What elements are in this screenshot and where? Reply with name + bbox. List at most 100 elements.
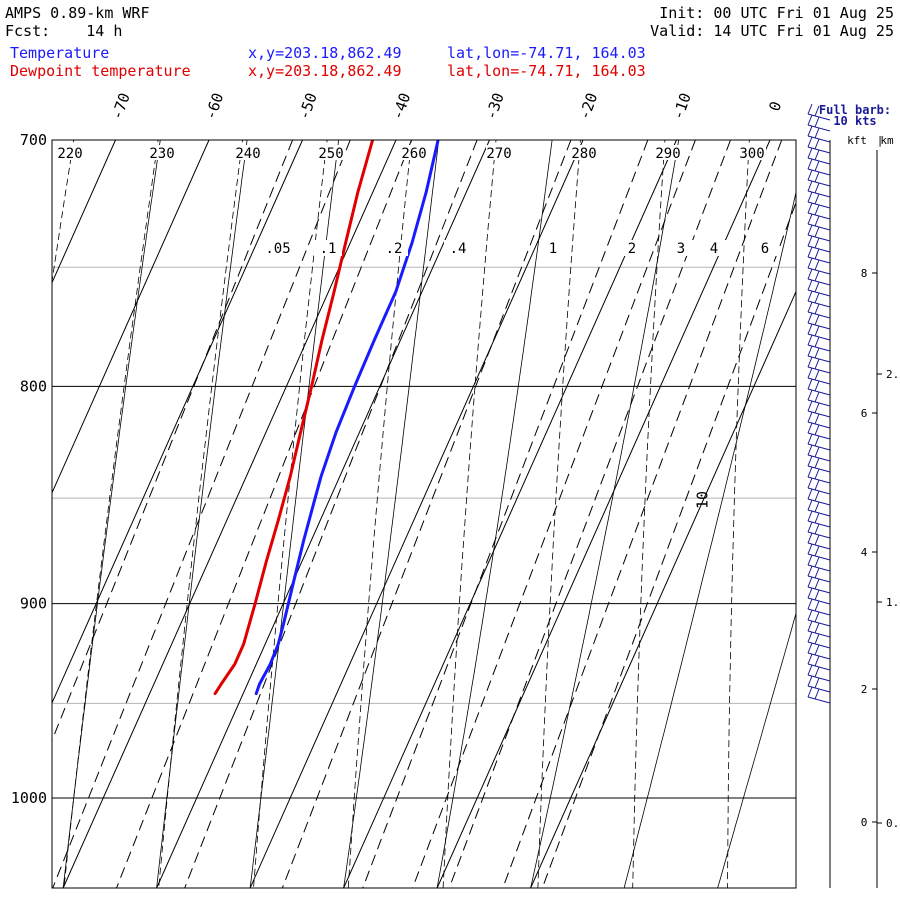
wind-barb-feather bbox=[807, 191, 813, 203]
dry-adiabat-label-bg bbox=[739, 145, 766, 160]
temperature-grid-point: x,y=203.18,862.49 bbox=[248, 44, 402, 62]
dry-adiabat-label-bg bbox=[401, 145, 428, 160]
wind-barb-feather bbox=[807, 675, 813, 687]
wind-barb-feather bbox=[807, 620, 813, 632]
dry-adiabat-label: 270 bbox=[486, 146, 511, 162]
dry-adiabat-label-bg bbox=[235, 145, 262, 160]
wind-barb-feather bbox=[814, 589, 820, 601]
wind-barb-feather bbox=[807, 554, 813, 566]
wind-barb-feather bbox=[814, 600, 820, 612]
wind-barb-feather bbox=[807, 422, 813, 434]
wind-barb-feather bbox=[807, 367, 813, 379]
wind-barb-feather bbox=[807, 642, 813, 654]
dry-adiabat-line bbox=[727, 140, 750, 888]
moist-adiabat-line bbox=[62, 140, 161, 888]
dewpoint-grid-point: x,y=203.18,862.49 bbox=[248, 62, 402, 80]
isotherm-line bbox=[62, 140, 397, 888]
wind-barb-feather bbox=[814, 215, 820, 227]
mixing-ratio-label: 3 bbox=[677, 241, 685, 257]
wind-barb-feather bbox=[814, 457, 820, 469]
moist-adiabat-line bbox=[156, 140, 248, 888]
wind-barb-feather bbox=[807, 257, 813, 269]
wind-profile: Full barb:10 kts kft km| 8 6 4 2 0 2. 1. 0. bbox=[807, 103, 899, 888]
model-title: AMPS 0.89-km WRF bbox=[5, 4, 150, 22]
wind-barb-feather bbox=[814, 688, 820, 700]
mixing-ratio-label-bg bbox=[751, 240, 779, 256]
wind-barb-feather bbox=[807, 290, 813, 302]
wind-barb-feather bbox=[814, 193, 820, 205]
wind-barb-feather bbox=[807, 664, 813, 676]
wind-barb-feather bbox=[807, 323, 813, 335]
wind-barb-feather bbox=[807, 433, 813, 445]
moist-adiabat-line bbox=[811, 114, 900, 889]
mixing-ratio-label-bg bbox=[618, 240, 646, 256]
mixing-ratio-label-bg bbox=[539, 240, 567, 256]
axis-labels: 700 800 900 1000 -70 -60 -50 -40 -30 -20 -10 0 10 220… bbox=[11, 90, 785, 807]
wind-barb-feather bbox=[807, 279, 813, 291]
wind-barb-feather bbox=[814, 402, 820, 414]
wind-barb-feather bbox=[814, 138, 820, 150]
mixing-ratio-label-bg bbox=[667, 240, 695, 256]
wind-barb-feather bbox=[807, 411, 813, 423]
dry-adiabat-label-bg bbox=[486, 145, 513, 160]
mixing-ratio-label: 1 bbox=[549, 241, 557, 257]
isotherm-label: -70 bbox=[108, 90, 134, 122]
dry-adiabat-line bbox=[253, 140, 328, 888]
wind-barb-feather bbox=[814, 160, 820, 172]
dry-adiabat-label: 280 bbox=[571, 146, 596, 162]
wind-barb-feather bbox=[807, 543, 813, 555]
wind-barb-feather bbox=[807, 114, 813, 126]
height-axis-km-label: km bbox=[880, 134, 894, 147]
wind-barb-feather bbox=[814, 490, 820, 502]
dry-adiabat-line bbox=[442, 140, 497, 888]
isotherm-label: 0 bbox=[765, 99, 785, 114]
wind-barb-staff bbox=[807, 696, 831, 704]
dewpoint-legend-label: Dewpoint temperature bbox=[10, 62, 191, 80]
wind-barb-feather bbox=[814, 358, 820, 370]
wind-barb-feather bbox=[807, 180, 813, 192]
plot-frame bbox=[51, 139, 797, 889]
km-tick-label: 1. bbox=[886, 596, 899, 609]
mixing-ratio-line bbox=[52, 140, 351, 888]
dry-adiabat-label-bg bbox=[571, 145, 598, 160]
wind-barb-feather bbox=[807, 378, 813, 390]
mixing-ratio-line bbox=[362, 140, 649, 888]
mixing-ratio-line bbox=[502, 140, 783, 888]
wind-barb-feather bbox=[814, 545, 820, 557]
mixing-ratio-label: .2 bbox=[386, 241, 403, 257]
wind-barb-feather bbox=[814, 523, 820, 535]
mixing-ratio-label: 6 bbox=[761, 241, 769, 257]
isotherm-label: -50 bbox=[295, 90, 321, 122]
wind-barb-feather bbox=[807, 510, 813, 522]
isotherm-line bbox=[530, 290, 796, 888]
mixing-ratio-label: .4 bbox=[450, 241, 467, 257]
pressure-tick-label: 800 bbox=[20, 377, 47, 395]
dry-adiabat-line bbox=[52, 140, 75, 284]
wind-barb-feather bbox=[807, 587, 813, 599]
wind-barb-feather bbox=[807, 103, 813, 115]
mixing-ratio-label: .1 bbox=[320, 241, 337, 257]
mixing-ratio-label: 4 bbox=[710, 241, 718, 257]
wind-barb-feather bbox=[807, 345, 813, 357]
wind-barb-feather bbox=[807, 136, 813, 148]
wind-barb-feather bbox=[807, 334, 813, 346]
wind-barb-feather bbox=[807, 653, 813, 665]
wind-barb-feather bbox=[814, 116, 820, 128]
wind-barb-feather bbox=[807, 224, 813, 236]
isotherm-label: -30 bbox=[482, 90, 508, 122]
wind-barb-feather bbox=[807, 488, 813, 500]
dry-adiabat-label-bg bbox=[655, 145, 682, 160]
height-axis-separator: | bbox=[877, 134, 884, 147]
wind-barb-feather bbox=[807, 235, 813, 247]
dry-adiabat-label-bg bbox=[57, 145, 84, 160]
isotherm-label: 10 bbox=[693, 491, 711, 509]
init-time: Init: 00 UTC Fri 01 Aug 25 bbox=[659, 4, 894, 22]
wind-barb-feather bbox=[814, 446, 820, 458]
forecast-hour: Fcst: 14 h bbox=[5, 22, 123, 40]
isotherm-line bbox=[156, 140, 490, 888]
wind-barb-feather bbox=[814, 567, 820, 579]
wind-barb-feather bbox=[814, 336, 820, 348]
wind-barb-feather bbox=[807, 202, 813, 214]
wind-barb-feather bbox=[807, 455, 813, 467]
